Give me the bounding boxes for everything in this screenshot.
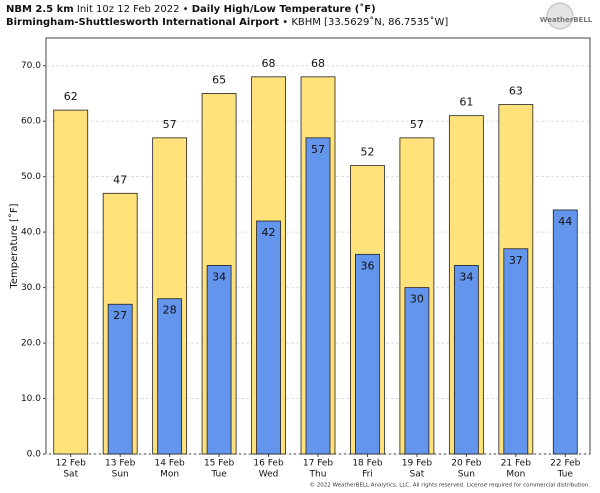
location: Birmingham-Shuttlesworth International A…: [6, 17, 279, 28]
x-tick-weekday: Fri: [362, 470, 373, 480]
bar: [206, 265, 232, 455]
bar: [305, 137, 331, 455]
footer: © 2022 WeatherBELL Analytics, LLC. All r…: [310, 482, 591, 489]
x-tick-weekday: Sun: [112, 470, 129, 480]
chart-title: Daily High/Low Temperature (˚F): [192, 3, 376, 15]
init: Init 10z 12 Feb 2022: [77, 4, 180, 15]
data-label: 47: [113, 173, 127, 186]
x-tick-weekday: Sat: [410, 470, 425, 480]
x-tick-label: 20 Feb: [451, 459, 482, 469]
bar: [355, 253, 380, 455]
x-tick-weekday: Sun: [458, 470, 475, 480]
logo: WeatherBELL: [540, 16, 593, 24]
bar: [552, 209, 578, 455]
logo-mark: [546, 2, 574, 30]
data-label: 36: [360, 259, 374, 272]
x-tick-label: 13 Feb: [105, 459, 136, 469]
x-tick-weekday: Sat: [63, 470, 78, 480]
data-label: 57: [163, 118, 177, 131]
chart-header: NBM 2.5 km Init 10z 12 Feb 2022 • Daily …: [6, 3, 376, 15]
y-tick-label: 70.0: [21, 61, 41, 71]
model: NBM 2.5 km: [6, 4, 74, 15]
bar: [53, 109, 89, 455]
data-label: 57: [410, 118, 424, 131]
data-label: 27: [113, 309, 127, 322]
x-tick-weekday: Thu: [309, 470, 327, 480]
x-tick-weekday: Wed: [259, 470, 279, 480]
x-tick-weekday: Mon: [160, 470, 179, 480]
data-label: 61: [459, 96, 473, 109]
data-label: 52: [360, 146, 374, 159]
separator: •: [282, 17, 288, 28]
x-tick-label: 22 Feb: [550, 459, 581, 469]
bar: [256, 220, 281, 455]
data-label: 57: [311, 143, 325, 156]
data-label: 37: [509, 254, 523, 267]
data-label: 30: [410, 293, 424, 306]
data-label: 68: [311, 57, 325, 70]
y-tick-label: 50.0: [21, 172, 41, 182]
y-tick-label: 40.0: [21, 228, 41, 238]
bar: [404, 287, 430, 455]
y-tick-label: 0.0: [27, 450, 42, 460]
y-axis-label: Temperature [˚F]: [8, 203, 20, 289]
x-tick-label: 14 Feb: [155, 459, 186, 469]
x-tick-weekday: Tue: [557, 470, 574, 480]
y-tick-label: 10.0: [21, 394, 41, 404]
x-tick-label: 21 Feb: [501, 459, 532, 469]
chart-subheader: Birmingham-Shuttlesworth International A…: [6, 16, 448, 28]
data-label: 62: [64, 90, 78, 103]
data-label: 42: [262, 226, 276, 239]
x-tick-weekday: Mon: [506, 470, 525, 480]
y-tick-label: 20.0: [21, 339, 41, 349]
data-label: 68: [262, 57, 276, 70]
bar: [453, 265, 479, 455]
x-tick-label: 18 Feb: [352, 459, 383, 469]
x-tick-label: 16 Feb: [253, 459, 284, 469]
station: KBHM [33.5629˚N, 86.7535˚W]: [291, 16, 448, 28]
data-label: 34: [212, 270, 226, 283]
data-label: 63: [509, 85, 523, 98]
data-label: 28: [163, 304, 177, 317]
x-tick-label: 15 Feb: [204, 459, 235, 469]
x-tick-label: 17 Feb: [303, 459, 334, 469]
y-tick-label: 60.0: [21, 117, 41, 127]
data-label: 34: [459, 270, 473, 283]
x-tick-weekday: Tue: [210, 470, 227, 480]
bar: [503, 248, 529, 455]
data-label: 65: [212, 73, 226, 86]
bar: [107, 303, 133, 455]
bar: [157, 298, 183, 455]
separator: •: [183, 4, 189, 15]
x-tick-label: 19 Feb: [402, 459, 433, 469]
x-tick-label: 12 Feb: [56, 459, 87, 469]
y-tick-label: 30.0: [21, 283, 41, 293]
data-label: 44: [558, 215, 572, 228]
